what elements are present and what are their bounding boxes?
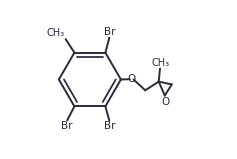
Text: Br: Br xyxy=(104,27,116,37)
Text: CH₃: CH₃ xyxy=(151,58,169,68)
Text: CH₃: CH₃ xyxy=(47,28,65,38)
Text: O: O xyxy=(128,74,136,84)
Text: Br: Br xyxy=(104,121,115,131)
Text: O: O xyxy=(161,97,169,107)
Text: Br: Br xyxy=(61,121,73,131)
